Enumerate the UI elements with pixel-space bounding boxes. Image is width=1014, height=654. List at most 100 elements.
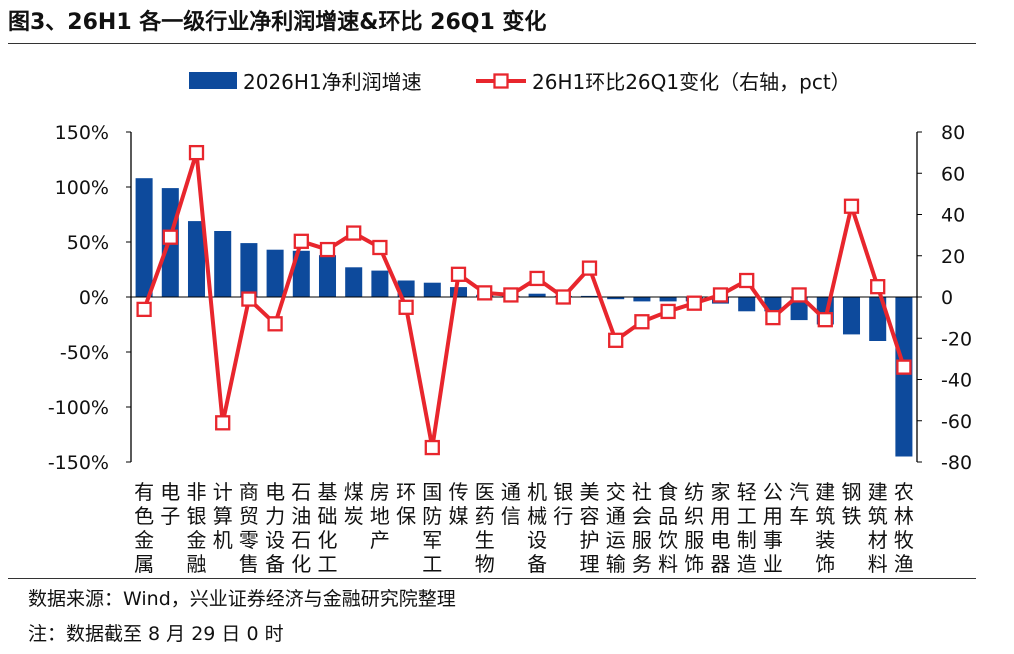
bar (266, 249, 284, 297)
right-tick-label: -60 (941, 411, 972, 433)
right-tick-label: 40 (941, 205, 965, 227)
category-label: 社会服务 (632, 480, 652, 576)
left-tick-label: -150% (48, 452, 109, 474)
line-marker (162, 229, 178, 245)
category-label: 建筑材料 (868, 480, 888, 576)
line-marker (660, 303, 676, 320)
footer-divider (8, 578, 976, 579)
category-label: 有色金属 (134, 480, 154, 576)
left-tick-label: 50% (67, 232, 109, 254)
line-marker (346, 225, 362, 241)
line-marker (188, 144, 205, 161)
line-marker (608, 332, 624, 348)
category-label: 基础化工 (318, 480, 338, 576)
bar (135, 178, 153, 297)
left-tick-label: 100% (55, 177, 109, 199)
line-marker (267, 316, 283, 332)
category-label: 国防军工 (422, 480, 442, 576)
bar (240, 243, 258, 297)
bar (318, 255, 337, 297)
bar (764, 297, 782, 312)
bar (738, 297, 756, 312)
category-label: 轻工制造 (737, 480, 757, 576)
category-label: 传媒 (449, 480, 469, 528)
bar (842, 297, 861, 335)
category-label: 房地产 (370, 480, 390, 552)
bar (345, 267, 363, 297)
right-tick-label: 0 (941, 287, 953, 309)
category-label: 电子 (160, 480, 180, 528)
line-marker (319, 241, 336, 258)
line-marker (424, 439, 440, 456)
category-label: 医药生物 (475, 480, 495, 576)
line-marker (398, 299, 414, 315)
line-marker (791, 287, 807, 303)
bar (214, 231, 232, 297)
category-label: 农林牧渔 (894, 480, 914, 576)
category-label: 家用电器 (711, 480, 731, 576)
line-marker (712, 287, 729, 303)
category-label: 公用事业 (763, 480, 783, 576)
left-tick-label: -100% (48, 397, 109, 419)
bar (292, 250, 310, 297)
legend-bar-label: 2026H1净利润增速 (243, 70, 422, 94)
category-label: 建筑装饰 (815, 480, 835, 576)
category-label: 纺织服饰 (684, 480, 704, 576)
line-marker (503, 287, 519, 303)
legend-line-marker (493, 73, 509, 89)
line-marker (136, 301, 152, 318)
line-marker (555, 289, 571, 305)
category-label: 钢铁 (842, 480, 862, 528)
category-label: 机械设备 (527, 480, 547, 576)
bar (607, 297, 625, 300)
line-marker (870, 279, 886, 295)
line-marker (765, 309, 781, 326)
right-tick-label: 20 (941, 246, 965, 268)
category-label: 环保 (396, 480, 416, 528)
line-marker (215, 415, 231, 431)
right-tick-label: -20 (941, 328, 972, 350)
category-label: 煤炭 (344, 480, 364, 528)
category-label: 美容护理 (580, 480, 600, 576)
bar (869, 297, 887, 341)
line-marker (450, 266, 467, 282)
left-tick-label: 0% (79, 287, 109, 309)
bar (790, 297, 808, 321)
bar (371, 270, 389, 297)
category-label: 计算机 (213, 480, 233, 552)
line-marker (634, 314, 650, 330)
line-marker (739, 272, 755, 289)
bar (659, 297, 677, 302)
category-label: 交通运输 (606, 480, 626, 576)
category-label: 商贸零售 (239, 480, 259, 576)
left-tick-label: -50% (60, 342, 109, 364)
line-series (142, 150, 906, 450)
category-label: 汽车 (789, 480, 809, 528)
chart-title: 图3、26H1 各一级行业净利润增速&环比 26Q1 变化 (8, 10, 547, 35)
category-label: 非银金融 (187, 480, 207, 576)
data-note: 注：数据截至 8 月 29 日 0 时 (28, 623, 284, 645)
bar (580, 295, 599, 297)
data-source: 数据来源：Wind，兴业证券经济与金融研究院整理 (28, 588, 456, 610)
right-tick-label: -40 (941, 370, 972, 392)
category-label: 银行 (553, 480, 573, 528)
bar (528, 293, 546, 297)
line-marker (241, 291, 257, 307)
category-label: 通信 (501, 480, 521, 528)
right-tick-label: 80 (941, 122, 965, 144)
line-marker (896, 359, 912, 375)
category-label: 电力设备 (265, 480, 285, 576)
legend-bar-swatch (189, 72, 237, 89)
line-marker (843, 198, 860, 214)
line-marker (581, 260, 598, 276)
line-marker (817, 312, 833, 328)
bar (187, 221, 206, 297)
line-marker (529, 270, 545, 287)
bar (449, 287, 468, 297)
bar (423, 282, 441, 297)
right-tick-label: -80 (941, 452, 972, 474)
line-marker (686, 295, 702, 311)
category-label: 食品饮料 (658, 480, 678, 576)
bar (633, 297, 651, 302)
